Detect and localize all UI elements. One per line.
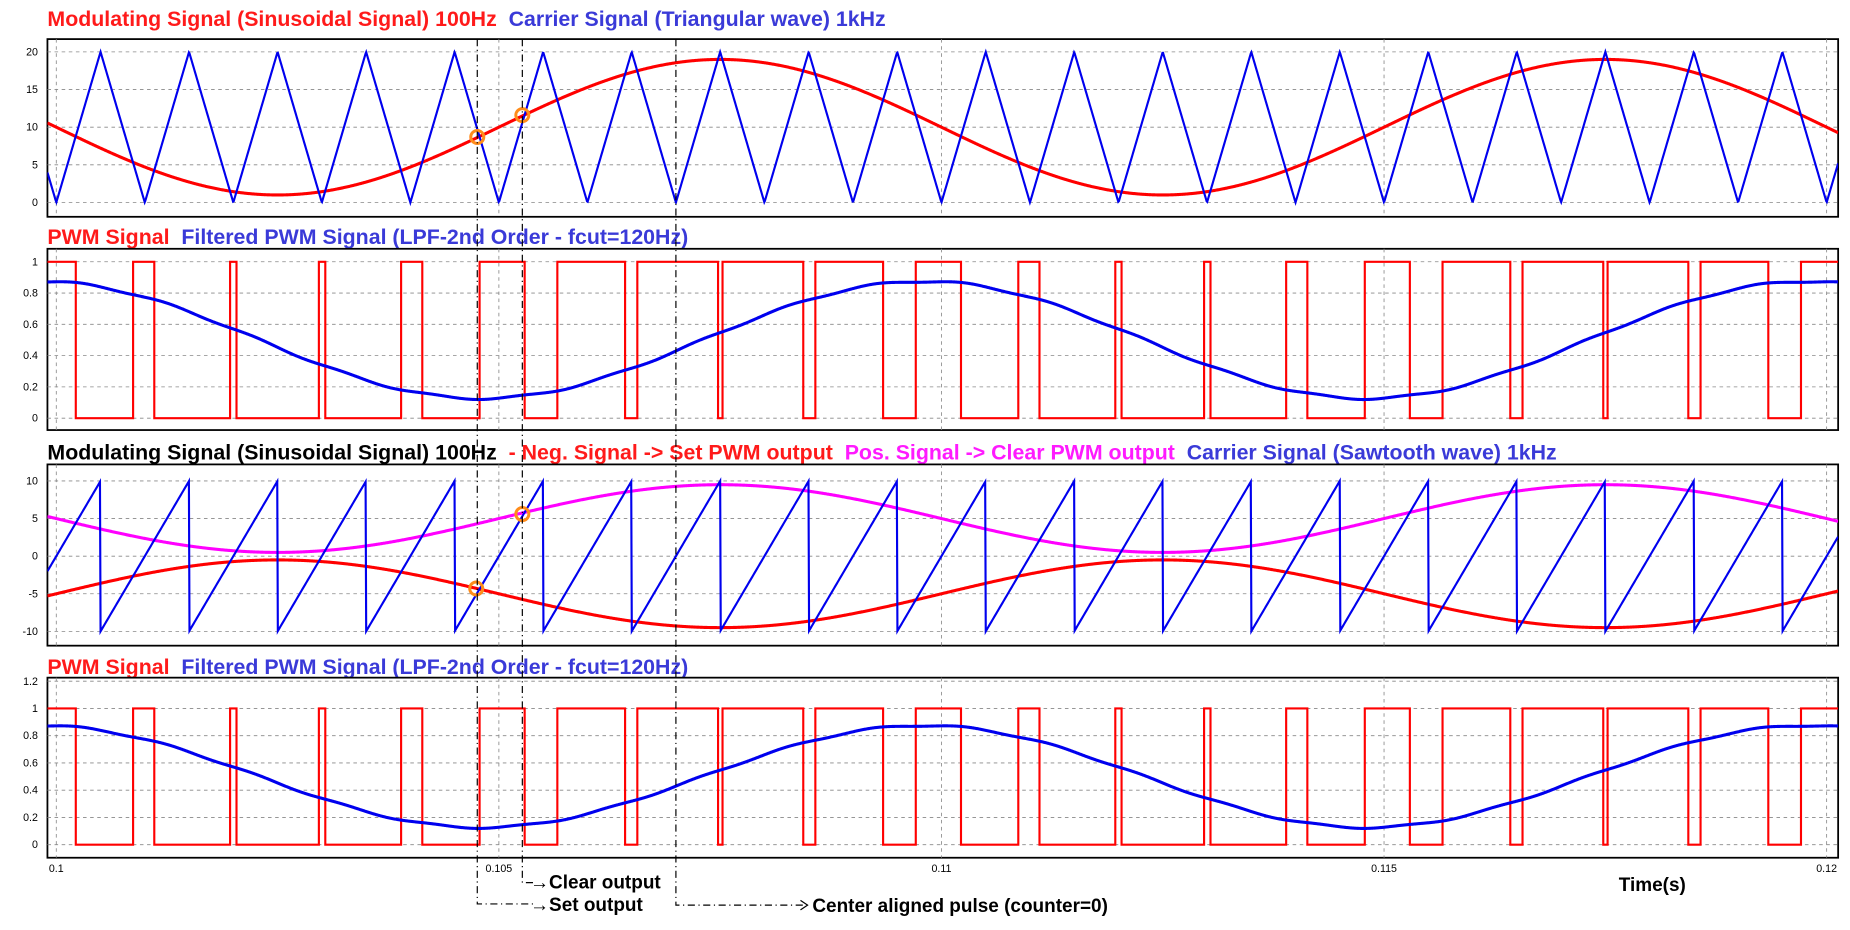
series-neg-signal: [47, 558, 1839, 630]
title-segment: Filtered PWM Signal (LPF-2nd Order - fcu…: [181, 655, 688, 679]
series-modulating-signal: [47, 57, 1839, 197]
subplot-1: 0 5 10 15 20: [26, 38, 1840, 218]
x-tick-label: 0.11: [931, 863, 951, 875]
y-tick-label: 0.4: [23, 350, 38, 362]
annotation-set-output: →Set output: [530, 895, 643, 916]
subplot-title-4: PWM Signal Filtered PWM Signal (LPF-2nd O…: [47, 655, 688, 679]
y-tick-label: 0.8: [23, 288, 38, 300]
annotation-center-pulse: Center aligned pulse (counter=0): [812, 896, 1108, 917]
series-carrier-signal-triangular: [47, 48, 1839, 207]
clear-output-line: [521, 39, 537, 884]
y-tick-label: 0: [32, 413, 38, 425]
intersection-marker: [468, 580, 485, 597]
y-tick-label: 1: [32, 256, 38, 268]
set-output-line: [476, 39, 537, 905]
x-tick-label: 0.1: [49, 863, 64, 875]
plot-frame: [46, 676, 1840, 859]
y-tick-label: 20: [26, 46, 38, 58]
series-pwm-signal: [47, 707, 1839, 846]
y-tick-label: 10: [26, 476, 38, 488]
title-segment: Filtered PWM Signal (LPF-2nd Order - fcu…: [181, 225, 688, 249]
y-tick-label: 0: [32, 839, 38, 851]
y-tick-label: 0.4: [23, 785, 38, 797]
title-segment: PWM Signal: [47, 225, 169, 249]
title-segment: Carrier Signal (Sawtooth wave) 1kHz: [1187, 441, 1557, 465]
annotation-clear-output: →Clear output: [530, 873, 661, 894]
y-tick-label: 10: [26, 122, 38, 134]
series-carrier-signal-sawtooth: [47, 477, 1839, 636]
subplot-2: 0 0.2 0.4 0.6 0.8 1: [23, 247, 1840, 431]
series-pos-signal: [47, 483, 1839, 554]
y-tick-label: 0: [32, 551, 38, 563]
x-tick-label: 0.105: [486, 863, 513, 875]
x-tick-label: 0.12: [1816, 863, 1837, 875]
title-segment: PWM Signal: [47, 655, 169, 679]
title-segment: Pos. Signal -> Clear PWM output: [845, 441, 1175, 465]
x-axis-label: Time(s): [1619, 875, 1686, 896]
y-tick-label: 0: [32, 197, 38, 209]
y-tick-label: 0.2: [23, 812, 38, 824]
y-tick-label: 0.6: [23, 319, 38, 331]
y-tick-label: 0.8: [23, 730, 38, 742]
subplot-4: 0 0.2 0.4 0.6 0.8 1 1.2: [23, 676, 1840, 859]
series-filtered-pwm-signal: [47, 280, 1839, 402]
y-tick-label: 1.2: [23, 676, 38, 688]
title-segment: Modulating Signal (Sinusoidal Signal) 10…: [47, 7, 496, 31]
intersection-marker: [469, 128, 486, 145]
center-pulse-line: [675, 39, 807, 906]
title-segment: Modulating Signal (Sinusoidal Signal) 10…: [47, 441, 496, 465]
series-filtered-pwm-signal: [47, 724, 1839, 830]
series-pwm-signal: [47, 260, 1839, 420]
y-tick-label: 0.6: [23, 757, 38, 769]
y-tick-label: -10: [23, 626, 38, 638]
y-tick-label: 5: [32, 159, 38, 171]
plot-frame: [46, 247, 1840, 431]
subplot-3: -10 -5 0 5 10: [23, 463, 1840, 647]
title-segment: Carrier Signal (Triangular wave) 1kHz: [509, 7, 886, 31]
subplot-title-3: Modulating Signal (Sinusoidal Signal) 10…: [47, 441, 1556, 465]
y-tick-label: 0.2: [23, 381, 38, 393]
y-tick-label: 15: [26, 84, 38, 96]
arrow-icon: [800, 899, 809, 911]
subplot-title-2: PWM Signal Filtered PWM Signal (LPF-2nd O…: [47, 225, 688, 249]
y-tick-label: 5: [32, 513, 38, 525]
title-segment: - Neg. Signal -> Set PWM output: [509, 441, 833, 465]
y-tick-label: 1: [32, 703, 38, 715]
subplot-title-1: Modulating Signal (Sinusoidal Signal) 10…: [47, 7, 885, 31]
y-tick-label: -5: [28, 588, 38, 600]
x-tick-label: 0.115: [1371, 863, 1397, 875]
